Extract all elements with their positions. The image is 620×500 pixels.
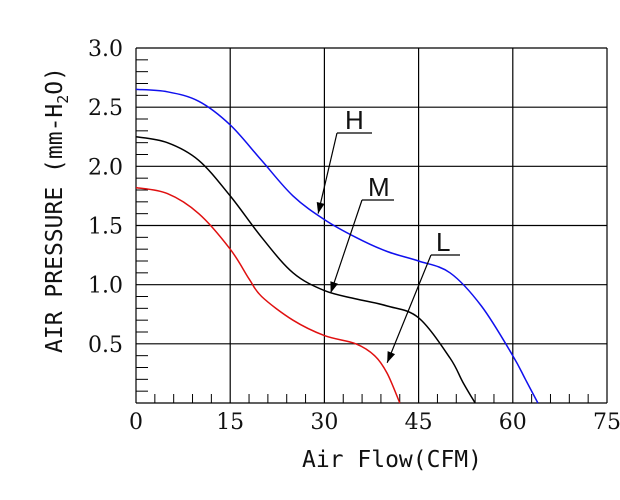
x-tick-label: 30 <box>310 410 338 435</box>
series-line-l <box>135 186 401 404</box>
y-axis-title-main: AIR PRESSURE (mm-H <box>42 104 68 353</box>
arrowhead-l <box>387 351 396 363</box>
x-tick-label: 60 <box>499 410 527 435</box>
x-tick-label: 45 <box>405 410 433 435</box>
x-tick-label: 75 <box>593 410 620 435</box>
grid <box>135 47 608 404</box>
y-tick-label: 2.5 <box>88 96 123 121</box>
leader-line-h <box>317 132 338 214</box>
arrowhead-h <box>316 202 325 214</box>
series-label-m: M <box>368 172 390 202</box>
y-tick-label: 2.0 <box>88 155 123 180</box>
y-tick-label: 1.5 <box>88 215 123 240</box>
series-line-m <box>135 136 476 404</box>
series-group <box>135 88 539 404</box>
tick-labels: 0 15 30 45 60 75 0.5 1.0 1.5 2.0 2.5 3.0 <box>88 37 620 435</box>
leader-line-m <box>330 199 363 294</box>
arrowhead-m <box>330 281 338 293</box>
y-axis-title: AIR PRESSURE (mm-H2O) <box>42 67 72 353</box>
y-tick-label: 0.5 <box>88 333 123 358</box>
x-tick-label: 15 <box>216 410 244 435</box>
x-axis-title: Air Flow(CFM) <box>302 447 482 473</box>
y-axis-title-subscript: 2 <box>54 95 72 104</box>
leader-line-l <box>386 254 432 363</box>
y-tick-label: 3.0 <box>88 37 123 62</box>
series-label-l: L <box>436 227 450 257</box>
y-tick-label: 1.0 <box>88 274 123 299</box>
y-axis-title-end: O) <box>42 67 68 95</box>
minor-ticks <box>136 59 589 403</box>
annotations: H M L <box>316 105 460 363</box>
series-line-h <box>135 88 539 404</box>
series-label-h: H <box>345 105 364 135</box>
x-tick-label: 0 <box>129 410 143 435</box>
